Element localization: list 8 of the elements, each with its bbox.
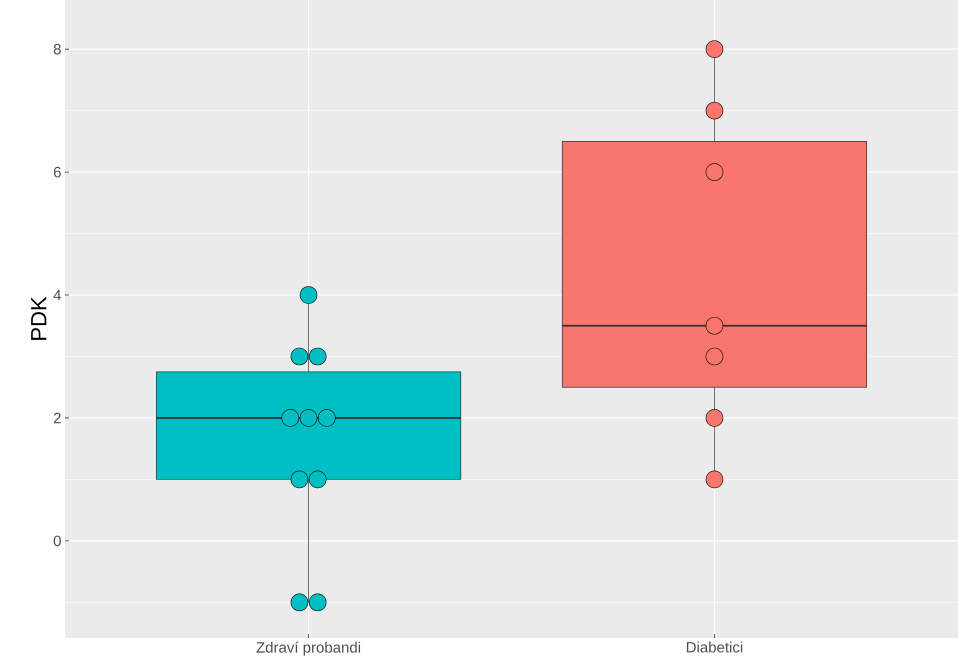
y-tick-label: 4 <box>53 290 62 300</box>
x-tick-label: Diabetici <box>686 642 742 653</box>
y-tick-label: 0 <box>54 536 61 546</box>
y-tick-label: 2 <box>54 412 61 424</box>
y-tick-label: 8 <box>54 44 61 54</box>
x-tick-label: Zdraví probandi <box>256 642 360 656</box>
y-tick-label: 6 <box>54 166 61 178</box>
y-axis-title: PDK <box>31 296 46 340</box>
